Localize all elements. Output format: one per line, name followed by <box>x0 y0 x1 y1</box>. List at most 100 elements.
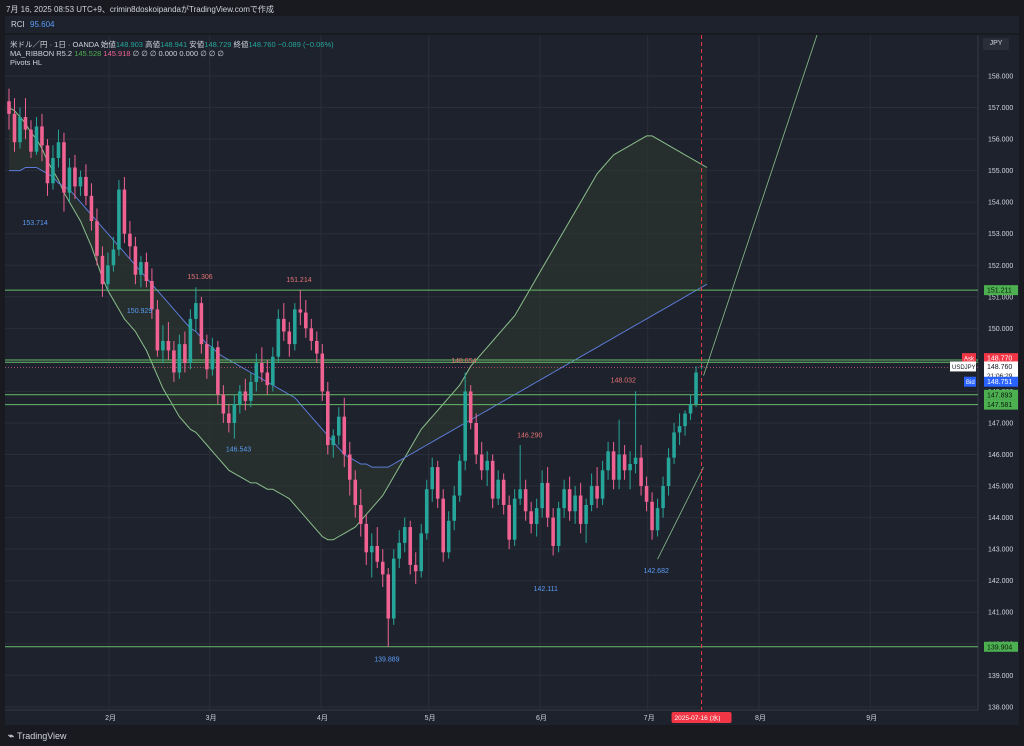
candle-body[interactable] <box>128 233 132 247</box>
candle-body[interactable] <box>479 454 484 471</box>
candle-body[interactable] <box>282 318 286 332</box>
candle-body[interactable] <box>688 404 693 414</box>
candle-body[interactable] <box>243 391 248 401</box>
candle-body[interactable] <box>595 486 599 499</box>
candle-body[interactable] <box>556 508 561 546</box>
candle-body[interactable] <box>672 432 676 458</box>
candle-body[interactable] <box>529 511 533 524</box>
candle-body[interactable] <box>205 344 209 370</box>
candle-body[interactable] <box>216 347 220 395</box>
candle-body[interactable] <box>249 381 253 401</box>
candle-body[interactable] <box>490 460 495 499</box>
trend-line[interactable] <box>703 35 818 376</box>
candle-body[interactable] <box>84 176 88 196</box>
candle-body[interactable] <box>122 189 127 234</box>
candle-body[interactable] <box>424 489 429 534</box>
candle-body[interactable] <box>210 347 215 370</box>
candle-body[interactable] <box>12 113 17 143</box>
candle-body[interactable] <box>194 303 198 319</box>
candle-body[interactable] <box>353 479 358 505</box>
candle-body[interactable] <box>523 489 528 512</box>
candle-body[interactable] <box>452 495 456 521</box>
candle-body[interactable] <box>562 489 566 509</box>
candle-body[interactable] <box>254 363 259 382</box>
candle-body[interactable] <box>435 467 440 499</box>
candle-body[interactable] <box>622 454 627 471</box>
candle-body[interactable] <box>7 101 11 114</box>
candle-body[interactable] <box>584 504 588 524</box>
candle-body[interactable] <box>644 486 649 502</box>
candle-body[interactable] <box>172 350 176 373</box>
candle-body[interactable] <box>221 394 226 414</box>
candle-body[interactable] <box>606 451 610 471</box>
candle-body[interactable] <box>540 482 544 509</box>
price-chart[interactable]: 158.000 157.000 156.000 155.000 154.000 153.0… <box>5 35 1019 725</box>
candle-body[interactable] <box>600 470 605 499</box>
candle-body[interactable] <box>364 523 369 553</box>
candle-body[interactable] <box>342 416 347 455</box>
candle-body[interactable] <box>40 126 44 146</box>
candle-body[interactable] <box>144 262 149 282</box>
candle-body[interactable] <box>78 176 83 187</box>
candle-body[interactable] <box>457 460 462 496</box>
candle-body[interactable] <box>611 451 616 480</box>
candle-body[interactable] <box>496 479 500 499</box>
candle-body[interactable] <box>271 356 275 386</box>
candle-body[interactable] <box>100 255 105 285</box>
candle-body[interactable] <box>117 189 121 250</box>
candle-body[interactable] <box>507 504 511 540</box>
candle-body[interactable] <box>260 363 264 373</box>
candle-body[interactable] <box>578 495 583 524</box>
candle-body[interactable] <box>188 318 193 364</box>
candle-body[interactable] <box>694 372 698 405</box>
candle-body[interactable] <box>34 126 39 152</box>
candle-body[interactable] <box>276 318 281 357</box>
candle-body[interactable] <box>265 372 270 386</box>
candle-body[interactable] <box>397 542 402 559</box>
candle-body[interactable] <box>331 435 336 446</box>
candle-body[interactable] <box>430 467 435 490</box>
candle-body[interactable] <box>413 564 418 572</box>
candle-body[interactable] <box>683 413 687 427</box>
rci-pane[interactable]: RCI 95.604 <box>5 16 1019 33</box>
candle-body[interactable] <box>408 527 413 565</box>
candle-body[interactable] <box>380 561 385 575</box>
candle-body[interactable] <box>150 281 154 310</box>
candle-body[interactable] <box>358 504 363 524</box>
candle-body[interactable] <box>474 422 478 455</box>
candle-body[interactable] <box>501 479 506 505</box>
candle-body[interactable] <box>73 167 77 187</box>
candle-body[interactable] <box>155 309 160 351</box>
candle-body[interactable] <box>661 486 665 509</box>
candle-body[interactable] <box>232 404 237 423</box>
candle-body[interactable] <box>677 426 682 433</box>
candle-body[interactable] <box>446 520 451 553</box>
candle-body[interactable] <box>518 489 522 499</box>
candle-body[interactable] <box>633 457 638 464</box>
candle-body[interactable] <box>315 340 319 354</box>
candle-body[interactable] <box>183 344 187 364</box>
candle-body[interactable] <box>95 221 99 256</box>
candle-body[interactable] <box>238 391 242 405</box>
candle-body[interactable] <box>177 344 182 373</box>
candle-body[interactable] <box>166 340 171 351</box>
candle-body[interactable] <box>287 331 292 345</box>
candle-body[interactable] <box>650 501 654 531</box>
candle-body[interactable] <box>573 495 577 512</box>
candle-body[interactable] <box>326 391 330 446</box>
candle-body[interactable] <box>29 129 33 152</box>
candle-body[interactable] <box>468 391 473 423</box>
trend-line[interactable] <box>657 466 704 560</box>
candle-body[interactable] <box>386 574 391 619</box>
candle-body[interactable] <box>45 145 50 184</box>
candle-body[interactable] <box>111 249 116 266</box>
candle-body[interactable] <box>369 545 374 553</box>
candle-body[interactable] <box>23 117 28 130</box>
candle-body[interactable] <box>375 545 380 562</box>
candle-body[interactable] <box>628 463 632 471</box>
candle-body[interactable] <box>545 482 550 518</box>
candle-body[interactable] <box>298 309 303 313</box>
candle-body[interactable] <box>199 303 204 345</box>
candle-body[interactable] <box>534 508 539 524</box>
candle-body[interactable] <box>639 457 643 487</box>
